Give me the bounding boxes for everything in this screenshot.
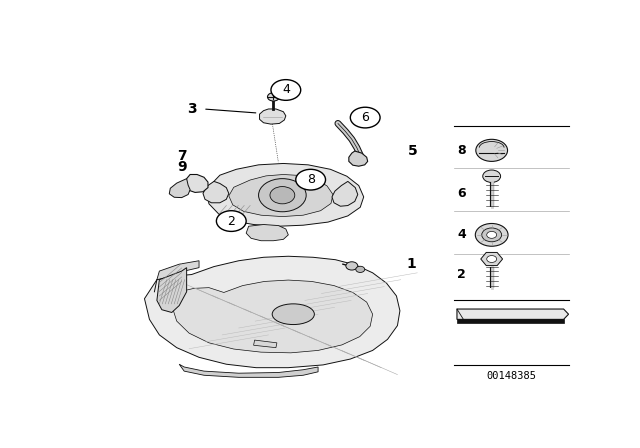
Polygon shape: [332, 181, 358, 206]
Polygon shape: [246, 224, 288, 241]
Text: 4: 4: [457, 228, 466, 241]
Ellipse shape: [272, 304, 314, 324]
Circle shape: [271, 80, 301, 100]
Polygon shape: [207, 164, 364, 226]
Text: 6: 6: [361, 111, 369, 124]
Polygon shape: [157, 267, 187, 313]
Polygon shape: [203, 181, 229, 203]
Circle shape: [270, 186, 295, 204]
Text: 6: 6: [457, 187, 465, 200]
Circle shape: [296, 169, 326, 190]
Circle shape: [259, 179, 306, 212]
Polygon shape: [457, 319, 564, 323]
Circle shape: [476, 139, 508, 161]
Text: 2: 2: [227, 215, 236, 228]
Circle shape: [216, 211, 246, 232]
Polygon shape: [185, 174, 208, 193]
Text: 9: 9: [177, 160, 186, 174]
Polygon shape: [253, 340, 277, 348]
Polygon shape: [457, 309, 568, 319]
Polygon shape: [172, 280, 372, 353]
Circle shape: [487, 255, 497, 263]
Circle shape: [350, 107, 380, 128]
Polygon shape: [179, 364, 318, 377]
Polygon shape: [229, 174, 333, 216]
Text: 7: 7: [177, 149, 186, 163]
Circle shape: [356, 266, 365, 272]
Text: 1: 1: [406, 257, 416, 271]
Circle shape: [483, 170, 500, 182]
Polygon shape: [349, 151, 367, 166]
Circle shape: [476, 224, 508, 246]
Circle shape: [268, 93, 280, 101]
Polygon shape: [169, 179, 190, 198]
Polygon shape: [157, 261, 199, 280]
Polygon shape: [260, 109, 286, 124]
Text: 4: 4: [282, 83, 290, 96]
Text: 8: 8: [457, 144, 465, 157]
Polygon shape: [145, 256, 400, 368]
Text: 5: 5: [408, 144, 417, 158]
Text: 2: 2: [457, 268, 466, 281]
Circle shape: [482, 228, 502, 242]
Circle shape: [487, 232, 497, 238]
Text: 00148385: 00148385: [486, 371, 536, 381]
Text: 8: 8: [307, 173, 315, 186]
Circle shape: [346, 262, 358, 270]
Text: 3: 3: [187, 102, 196, 116]
